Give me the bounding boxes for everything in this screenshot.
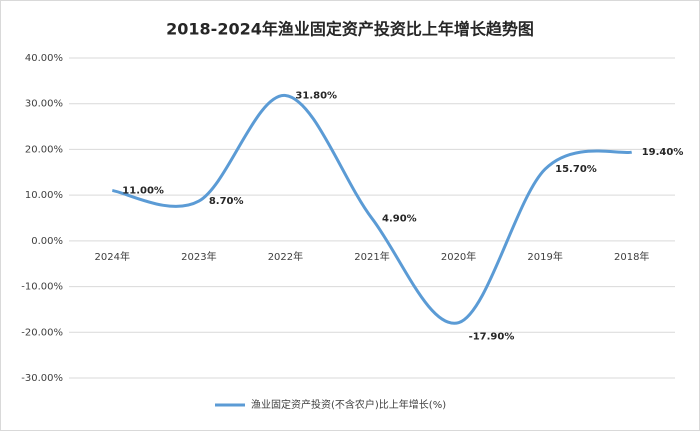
y-tick-label: 40.00%	[25, 53, 63, 64]
x-tick-label: 2020年	[441, 250, 476, 263]
y-tick-label: 10.00%	[25, 190, 63, 201]
data-label: -17.90%	[469, 332, 515, 343]
data-label: 31.80%	[295, 90, 337, 101]
data-label: 8.70%	[209, 196, 244, 207]
y-tick-label: -30.00%	[21, 373, 63, 384]
y-tick-label: 30.00%	[25, 99, 63, 110]
chart-title: 2018-2024年渔业固定资产投资比上年增长趋势图	[166, 20, 534, 39]
x-tick-label: 2019年	[527, 250, 562, 263]
data-label: 11.00%	[122, 186, 164, 197]
x-tick-label: 2023年	[181, 250, 216, 263]
data-label: 4.90%	[382, 213, 417, 224]
y-tick-label: -20.00%	[21, 327, 63, 338]
x-tick-label: 2021年	[354, 250, 389, 263]
data-label: 19.40%	[642, 147, 684, 158]
legend-label: 渔业固定资产投资(不含农户)比上年增长(%)	[251, 398, 446, 411]
x-tick-label: 2022年	[268, 250, 303, 263]
series-line	[112, 93, 632, 325]
x-tick-label: 2024年	[95, 250, 130, 263]
y-tick-label: 20.00%	[25, 144, 63, 155]
y-tick-label: 0.00%	[31, 236, 63, 247]
y-tick-label: -10.00%	[21, 282, 63, 293]
data-label: 15.70%	[555, 164, 597, 175]
x-tick-label: 2018年	[614, 250, 649, 263]
